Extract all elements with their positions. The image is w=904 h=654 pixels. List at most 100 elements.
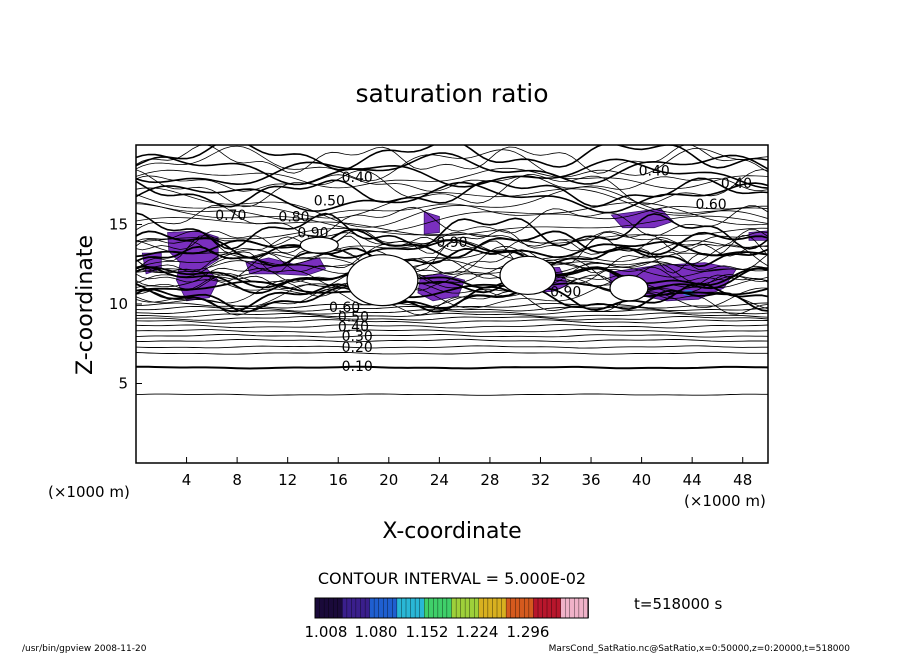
colorbar-cell <box>546 597 553 619</box>
contour-label-14: 0.90 <box>436 235 467 251</box>
contour-line <box>136 230 768 247</box>
x-unit-label: (×1000 m) <box>684 492 766 510</box>
contour-label-6: 0.40 <box>342 170 373 186</box>
colorbar-cell <box>314 597 321 619</box>
contour-line <box>136 265 768 295</box>
contour-label-13: 0.60 <box>696 197 727 213</box>
colorbar-cell <box>342 597 348 619</box>
x-axis-title: X-coordinate <box>382 519 521 544</box>
contour-interval-label: CONTOUR INTERVAL = 5.000E-02 <box>318 569 586 588</box>
contour-label-7: 0.50 <box>314 194 345 210</box>
contour-label-12: 0.40 <box>721 176 752 192</box>
contour-line <box>136 259 768 274</box>
contour-label-5: 0.60 <box>329 300 360 316</box>
contour-line <box>136 236 768 257</box>
contour-line <box>136 245 768 268</box>
contour-label-2: 0.30 <box>342 329 373 345</box>
colorbar-cell <box>510 597 516 619</box>
colorbar <box>314 597 589 619</box>
colorbar-tick-label-0: 1.008 <box>305 623 348 641</box>
unsaturated-blob <box>609 274 649 302</box>
colorbar-cell <box>578 597 585 619</box>
x-tick-label-4: 20 <box>379 471 398 489</box>
colorbar-cell <box>560 597 567 619</box>
contour-labels: 0.100.200.300.400.500.600.400.500.70 0.80… <box>215 163 752 375</box>
x-tick-label-8: 36 <box>581 471 600 489</box>
footer-left: /usr/bin/gpview 2008-11-20 <box>22 644 147 654</box>
time-label: t=518000 s <box>634 595 722 613</box>
contour-line <box>136 167 768 189</box>
colorbar-cell <box>387 597 394 619</box>
x-tick-label-11: 48 <box>733 471 752 489</box>
unsaturated-blob <box>499 255 557 296</box>
contour-line <box>136 169 768 208</box>
contour-line <box>136 305 768 312</box>
colorbar-cell <box>378 597 385 619</box>
colorbar-cell <box>333 597 339 619</box>
unsaturated-blob <box>346 254 419 307</box>
colorbar-cell <box>496 597 503 619</box>
contour-line <box>136 244 768 284</box>
colorbar-cell <box>401 597 407 619</box>
plot-area: 0.100.200.300.400.500.600.400.500.70 0.80… <box>135 144 769 464</box>
x-tick-label-5: 24 <box>430 471 449 489</box>
colorbar-cell <box>355 597 362 619</box>
contour-line <box>136 351 768 355</box>
contour-line <box>136 265 768 289</box>
colorbar-cell <box>464 597 471 619</box>
colorbar-cell <box>515 597 521 619</box>
contour-line <box>136 212 768 250</box>
contour-line <box>136 261 768 278</box>
contour-label-8: 0.70 <box>215 208 246 224</box>
contour-line <box>136 264 768 284</box>
x-tick-label-7: 32 <box>531 471 550 489</box>
colorbar-cell <box>492 597 498 619</box>
x-tick-label-0: 4 <box>182 471 192 489</box>
footer-right: MarsCond_SatRatio.nc@SatRatio,x=0:50000,… <box>549 644 851 654</box>
contour-line <box>136 280 768 299</box>
contour-line <box>136 319 768 324</box>
colorbar-cell <box>419 597 425 619</box>
colorbar-cell <box>446 597 453 619</box>
contour-line <box>136 345 768 349</box>
contour-line <box>136 365 768 370</box>
contour-label-15: 0.90 <box>550 284 581 300</box>
contour-line <box>136 273 768 291</box>
contour-line <box>136 282 768 313</box>
y-axis: 5 10 15 <box>109 216 142 393</box>
colorbar-cell <box>424 597 430 619</box>
contour-line <box>136 279 768 310</box>
supersaturated-region-3 <box>423 211 440 235</box>
y-tick-label-1: 10 <box>109 295 128 313</box>
contour-line <box>136 203 768 221</box>
contour-line <box>136 152 768 186</box>
colorbar-cell <box>405 597 412 619</box>
colorbar-cell <box>569 597 576 619</box>
contour-label-9: 0.80 <box>278 210 309 226</box>
colorbar-ticks: 1.008 1.080 1.152 1.224 1.296 <box>305 623 550 641</box>
contour-line <box>136 289 768 316</box>
x-tick-label-3: 16 <box>329 471 348 489</box>
contour-label-10: 0.90 <box>297 225 328 241</box>
x-tick-label-1: 8 <box>232 471 242 489</box>
x-tick-label-9: 40 <box>632 471 651 489</box>
contour-lines <box>136 145 768 396</box>
colorbar-frame <box>314 597 589 619</box>
colorbar-tick-label-4: 1.296 <box>507 623 550 641</box>
y-axis-title: Z-coordinate <box>73 235 98 375</box>
contour-line <box>136 215 768 237</box>
contour-line <box>136 333 768 338</box>
contour-line <box>136 228 768 259</box>
unsaturated-blob <box>299 236 339 254</box>
chart-title: saturation ratio <box>355 79 548 108</box>
colorbar-cell <box>524 597 530 619</box>
colorbar-cell <box>360 597 366 619</box>
x-axis: 4 8 12 16 20 24 28 32 36 40 44 48 <box>182 457 752 489</box>
contour-label-4: 0.50 <box>338 310 369 326</box>
contour-label-1: 0.20 <box>342 340 373 356</box>
colorbar-tick-label-3: 1.224 <box>456 623 499 641</box>
x-tick-label-6: 28 <box>480 471 499 489</box>
contour-line <box>136 145 768 174</box>
contour-line <box>136 228 768 254</box>
